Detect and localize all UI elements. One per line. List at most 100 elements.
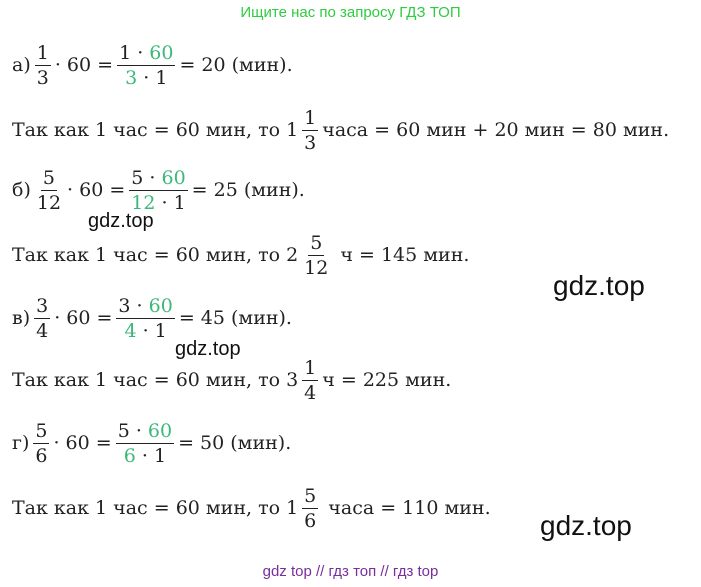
- math-row: Так как 1 час = 60 мин, то 2 5 12 ч = 145 …: [12, 225, 469, 285]
- text: 1: [36, 41, 49, 64]
- text: · 60 =: [54, 307, 113, 329]
- text: 5: [42, 166, 55, 189]
- numerator: 1: [302, 356, 319, 381]
- text: ч = 145 мин.: [334, 244, 470, 266]
- text: 3: [304, 131, 317, 154]
- text: Так как 1 час = 60 мин, то 2: [12, 244, 299, 266]
- numerator: 5: [33, 419, 50, 444]
- text: 3: [36, 66, 49, 89]
- watermark: gdz.top: [88, 210, 154, 232]
- text: = 50 (мин).: [178, 432, 292, 454]
- numerator: 5 · 60: [115, 419, 175, 444]
- fraction: 3 · 60 4 · 1: [116, 294, 175, 343]
- text: Так как 1 час = 60 мин, то 3: [12, 369, 299, 391]
- header: Ищите нас по запросу ГДЗ ТОП: [240, 4, 461, 21]
- text: 5: [310, 231, 323, 254]
- highlight: 60: [148, 294, 173, 317]
- denominator: 3: [35, 66, 51, 90]
- denominator: 6: [33, 444, 49, 468]
- denominator: 12: [302, 256, 330, 280]
- math-row: в) 3 4 · 60 = 3 · 60 4 · 1 = 45 (мин).: [12, 288, 292, 348]
- text: · 1: [135, 444, 167, 467]
- text: г): [12, 432, 30, 454]
- numerator: 5 · 60: [129, 166, 188, 191]
- footer: gdz top // гдз топ // гдз top: [262, 563, 439, 580]
- text: 1: [304, 356, 317, 379]
- text: 4: [36, 319, 49, 342]
- math-row: Так как 1 час = 60 мин, то 1 1 3 часа = 60 …: [12, 100, 669, 160]
- numerator: 3 · 60: [116, 294, 175, 319]
- text: 5 ·: [131, 166, 162, 189]
- text: Так как 1 час = 60 мин, то 1: [12, 119, 299, 141]
- text: б): [12, 179, 31, 201]
- math-row: б) 5 12 · 60 = 5 · 60 12 · 1 = 25 (мин).: [12, 160, 305, 220]
- text: 6: [304, 509, 317, 532]
- text: Так как 1 час = 60 мин, то 1: [12, 497, 299, 519]
- text: 4: [304, 381, 317, 404]
- text: а): [12, 54, 31, 76]
- watermark: gdz.top: [540, 510, 632, 541]
- denominator: 12 · 1: [129, 191, 187, 215]
- fraction: 5 · 60 6 · 1: [115, 419, 175, 468]
- numerator: 5: [40, 166, 57, 191]
- numerator: 1 · 60: [117, 41, 176, 66]
- highlight: 3: [125, 66, 138, 89]
- text: часа = 60 мин + 20 мин = 80 мин.: [322, 119, 670, 141]
- text: · 1: [137, 66, 168, 89]
- text: 3 ·: [118, 294, 149, 317]
- text: = 20 (мин).: [179, 54, 293, 76]
- text: 12: [304, 256, 329, 279]
- fraction: 1 · 60 3 · 1: [117, 41, 176, 90]
- fraction: 5 12: [302, 231, 330, 280]
- text: · 1: [136, 319, 167, 342]
- numerator: 3: [34, 294, 51, 319]
- fraction: 5 · 60 12 · 1: [129, 166, 188, 215]
- text: 6: [35, 444, 48, 467]
- denominator: 6: [302, 509, 318, 533]
- denominator: 4: [34, 319, 50, 343]
- text: · 60 =: [67, 179, 126, 201]
- denominator: 6 · 1: [122, 444, 168, 468]
- text: = 25 (мин).: [191, 179, 305, 201]
- watermark: gdz.top: [175, 338, 241, 360]
- text: 3: [36, 294, 49, 317]
- numerator: 5: [308, 231, 325, 256]
- highlight: 4: [124, 319, 137, 342]
- numerator: 1: [302, 106, 319, 131]
- text: 1: [304, 106, 317, 129]
- math-row: г) 5 6 · 60 = 5 · 60 6 · 1 = 50 (мин).: [12, 413, 291, 473]
- text: · 60 =: [53, 432, 112, 454]
- text: в): [12, 307, 31, 329]
- text: часа = 110 мин.: [322, 497, 491, 519]
- numerator: 5: [302, 484, 319, 509]
- text: · 60 =: [54, 54, 114, 76]
- highlight: 6: [123, 444, 136, 467]
- highlight: 12: [131, 191, 156, 214]
- watermark: gdz.top: [553, 270, 645, 301]
- text: 5: [304, 484, 317, 507]
- highlight: 60: [149, 41, 174, 64]
- text: · 1: [155, 191, 186, 214]
- text: = 45 (мин).: [178, 307, 292, 329]
- highlight: 60: [147, 419, 173, 442]
- fraction: 5 12: [35, 166, 63, 215]
- denominator: 3 · 1: [123, 66, 169, 90]
- text: ч = 225 мин.: [322, 369, 452, 391]
- denominator: 12: [35, 191, 63, 215]
- denominator: 4: [302, 381, 318, 405]
- denominator: 3: [302, 131, 318, 155]
- denominator: 4 · 1: [122, 319, 168, 343]
- text: 5: [35, 419, 48, 442]
- highlight: 60: [161, 166, 186, 189]
- math-row: а) 1 3 · 60 = 1 · 60 3 · 1 = 20 (мин).: [12, 35, 293, 95]
- text: 12: [36, 191, 62, 214]
